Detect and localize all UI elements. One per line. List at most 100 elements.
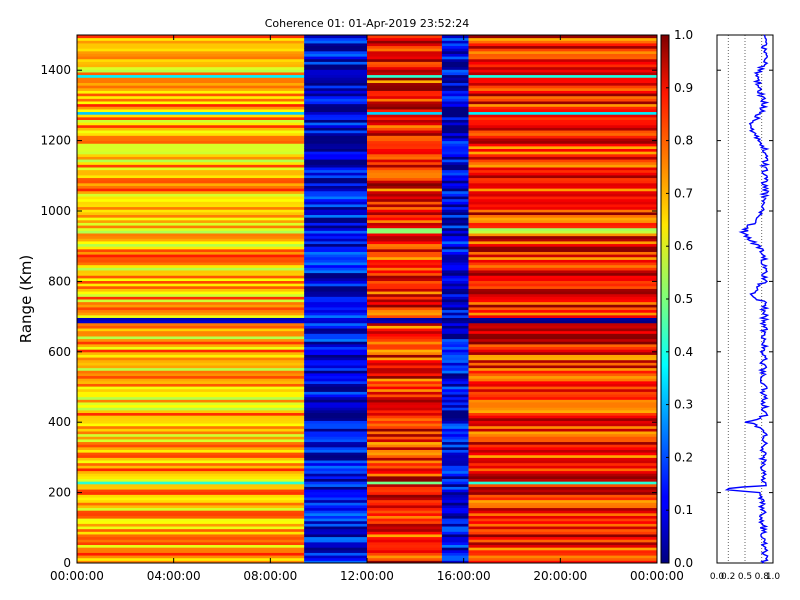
heatmap-cell [77,415,305,419]
heatmap-cell [77,222,305,226]
heatmap-cell [441,69,469,73]
heatmap-cell [77,277,305,282]
heatmap-cell [468,441,657,445]
heatmap-cell [77,95,305,99]
heatmap-cell [77,317,305,321]
heatmap-cell [468,378,657,382]
heatmap-cell [304,497,368,501]
heatmap-cell [367,533,443,538]
heatmap-cell [468,322,657,326]
heatmap-cell [304,388,368,392]
heatmap-cell [441,148,469,152]
heatmap-cell [441,251,469,255]
heatmap-cell [441,269,469,274]
heatmap-cell [367,401,443,406]
heatmap-cell [441,386,469,390]
heatmap-cell [367,82,443,86]
heatmap-cell [468,312,657,316]
heatmap-cell [304,45,368,49]
heatmap-cell [468,101,657,105]
heatmap-cell [77,372,305,377]
heatmap-cell [441,256,469,260]
heatmap-cell [468,467,657,472]
heatmap-cell [77,333,305,337]
heatmap-cell [77,196,305,200]
heatmap-cell [77,264,305,268]
heatmap-cell [468,301,657,305]
heatmap-cell [304,285,368,289]
heatmap-cell [441,541,469,546]
heatmap-cell [77,491,305,495]
heatmap-cell [367,502,443,506]
heatmap-cell [441,449,469,453]
heatmap-cell [77,90,305,94]
heatmap-cell [77,143,305,147]
heatmap-cell [367,50,443,54]
heatmap-cell [304,148,368,152]
heatmap-cell [468,153,657,157]
heatmap-cell [304,114,368,118]
heatmap-cell [441,446,469,450]
heatmap-cell [367,209,443,213]
heatmap-cell [367,531,443,535]
heatmap-cell [441,322,469,326]
heatmap-cell [77,182,305,186]
heatmap-cell [468,77,657,81]
heatmap-cell [77,528,305,532]
heatmap-cell [441,528,469,532]
heatmap-cell [304,137,368,142]
heatmap-cell [468,438,657,443]
heatmap-cell [468,37,657,41]
heatmap-cell [468,172,657,176]
heatmap-cell [367,156,443,160]
heatmap-cell [468,145,657,150]
profile-x-tick-label: 1.0 [766,572,781,582]
heatmap-cell [367,560,443,563]
heatmap-cell [441,367,469,371]
heatmap-cell [441,375,469,379]
heatmap-cell [77,417,305,421]
heatmap-cell [367,240,443,245]
heatmap-cell [304,423,368,427]
heatmap-cell [468,539,657,543]
heatmap-cell [77,209,305,213]
heatmap-cell [304,174,368,179]
heatmap-cell [304,153,368,157]
heatmap-cell [77,383,305,387]
heatmap-cell [77,275,305,279]
heatmap-cell [468,61,657,65]
heatmap-cell [77,161,305,165]
heatmap-cell [304,460,368,464]
heatmap-cell [77,111,305,115]
heatmap-cell [304,275,368,279]
heatmap-cell [367,185,443,189]
heatmap-cell [367,386,443,390]
heatmap-cell [468,256,657,260]
heatmap-cell [367,499,443,503]
heatmap-cell [441,135,469,139]
heatmap-cell [304,71,368,76]
heatmap-cell [77,380,305,384]
heatmap-cell [77,66,305,70]
heatmap-cell [77,523,305,527]
heatmap-cell [367,45,443,49]
heatmap-cell [468,196,657,200]
heatmap-cell [441,454,469,458]
heatmap-cell [441,412,469,416]
x-tick-label: 00:00:00 [630,569,684,583]
x-tick-label: 04:00:00 [147,569,201,583]
heatmap-cell [468,82,657,86]
heatmap-cell [304,246,368,250]
heatmap-cell [441,153,469,157]
heatmap-cell [367,238,443,242]
heatmap-cell [304,333,368,337]
heatmap-cell [77,436,305,440]
heatmap-cell [304,383,368,387]
heatmap-cell [468,296,657,300]
heatmap-cells [77,35,657,563]
heatmap-cell [441,219,469,223]
heatmap-cell [304,140,368,144]
heatmap-cell [304,238,368,242]
heatmap-cell [367,423,443,427]
heatmap-cell [367,359,443,363]
